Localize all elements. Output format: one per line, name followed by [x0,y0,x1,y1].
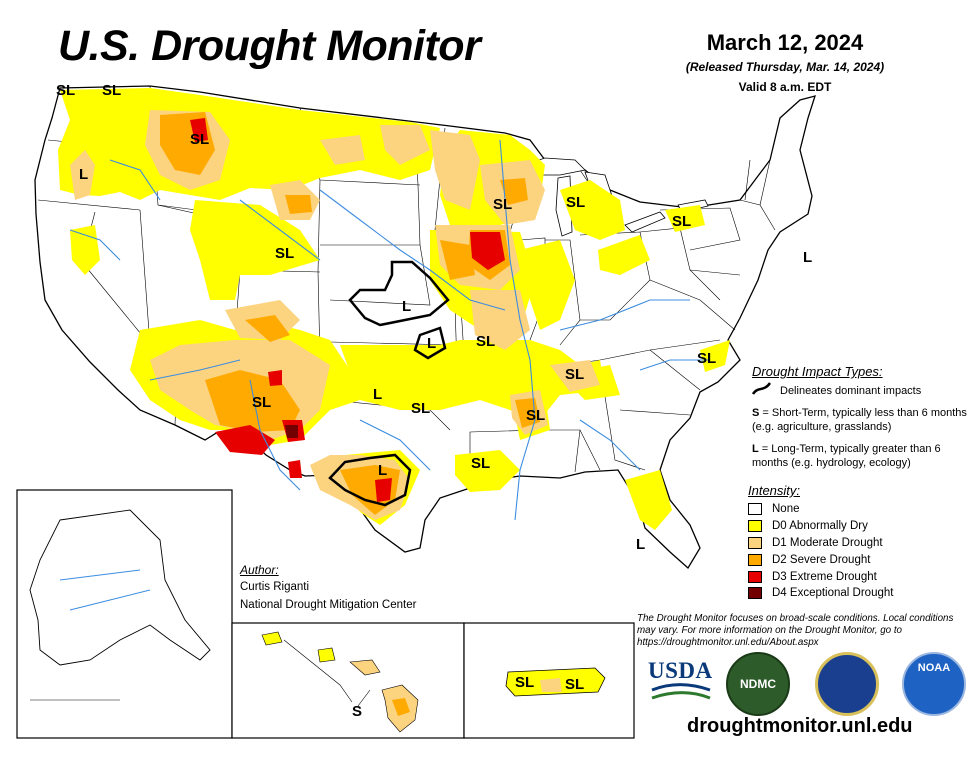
map-label: L [79,166,89,183]
map-date: March 12, 2024 [706,30,864,55]
author-name: Curtis Riganti [240,581,310,593]
map-label: L [636,536,646,553]
legend-item-d1: D1 Moderate Drought [748,535,893,552]
impact-s-text: = Short-Term, typically less than 6 mont… [752,407,967,433]
legend-label: D2 Severe Drought [772,553,871,566]
map-label: SL [252,394,272,411]
ndmc-logo-text: NDMC [740,675,776,693]
valid-time: Valid 8 a.m. EDT [738,80,832,94]
hawaii-islands [261,631,419,733]
intensity-title: Intensity: [748,483,801,498]
map-label: SL [515,674,535,691]
release-date: (Released Thursday, Mar. 14, 2024) [685,60,885,74]
map-title: U.S. Drought Monitor [58,22,481,70]
map-label: SL [56,82,76,99]
map-label: SL [275,245,295,262]
legend-swatch [748,587,762,600]
map-label: SL [476,333,496,350]
legend-label: D1 Moderate Drought [772,536,883,549]
commerce-seal-logo[interactable] [815,652,879,716]
puerto-rico-d1 [540,678,562,692]
d4-regions [285,425,298,438]
legend-label: D0 Abnormally Dry [772,520,868,533]
impact-delineates-text: Delineates dominant impacts [780,385,922,397]
impact-l-letter: L [752,443,759,455]
website-link[interactable]: droughtmonitor.unl.edu [687,715,913,737]
legend-swatch [748,570,762,583]
impact-line-legend-icon [751,382,772,395]
map-label: SL [526,407,546,424]
impact-l-text: = Long-Term, typically greater than 6 mo… [752,443,941,469]
map-label: L [373,386,383,403]
usda-logo-swoosh [651,683,711,700]
impact-lines [328,260,450,507]
impact-types-title: Drought Impact Types: [752,364,883,379]
ndmc-logo[interactable]: NDMC [726,652,790,716]
map-label: SL [102,82,122,99]
usda-logo-text: USDA [648,658,713,683]
author-organization: National Drought Mitigation Center [240,599,417,611]
map-label: S [352,703,363,720]
hawaii-inset [231,622,465,739]
noaa-logo[interactable]: NOAA [902,652,966,716]
map-label: SL [565,676,585,693]
author-label: Author: [240,563,279,577]
legend-label: None [772,503,800,516]
legend-item-d0: D0 Abnormally Dry [748,518,893,535]
legend-swatch [748,553,762,566]
legend-item-none: None [748,501,893,518]
disclaimer-text: The Drought Monitor focuses on broad-sca… [637,613,954,648]
legend-item-d4: D4 Exceptional Drought [748,585,893,602]
legend-label: D3 Extreme Drought [772,570,877,583]
impact-long-term: L = Long-Term, typically greater than 6 … [752,442,977,470]
map-label: L [427,335,437,352]
noaa-logo-text: NOAA [917,662,951,674]
d3-regions [190,118,505,502]
map-label: SL [566,194,586,211]
impact-s-letter: S [752,407,760,419]
impact-short-term: S = Short-Term, typically less than 6 mo… [752,406,977,434]
intensity-legend: None D0 Abnormally Dry D1 Moderate Droug… [748,501,893,602]
alaska-rivers [59,569,151,611]
map-label: SL [697,350,717,367]
legend-item-d2: D2 Severe Drought [748,551,893,568]
legend-swatch [748,520,762,533]
alaska-outline [29,509,211,666]
rivers [69,139,710,521]
usda-logo[interactable]: USDA [648,656,712,704]
map-label: SL [190,131,210,148]
legend-swatch [748,503,762,516]
map-label: SL [493,196,513,213]
legend-item-d3: D3 Extreme Drought [748,568,893,585]
legend-swatch [748,536,762,549]
map-label: SL [411,400,431,417]
map-label: SL [672,213,692,230]
map-label: L [378,462,388,479]
map-label: L [402,298,412,315]
map-label: SL [565,366,585,383]
legend-label: D4 Exceptional Drought [772,587,894,600]
map-label: SL [471,455,491,472]
map-label: L [803,249,813,266]
